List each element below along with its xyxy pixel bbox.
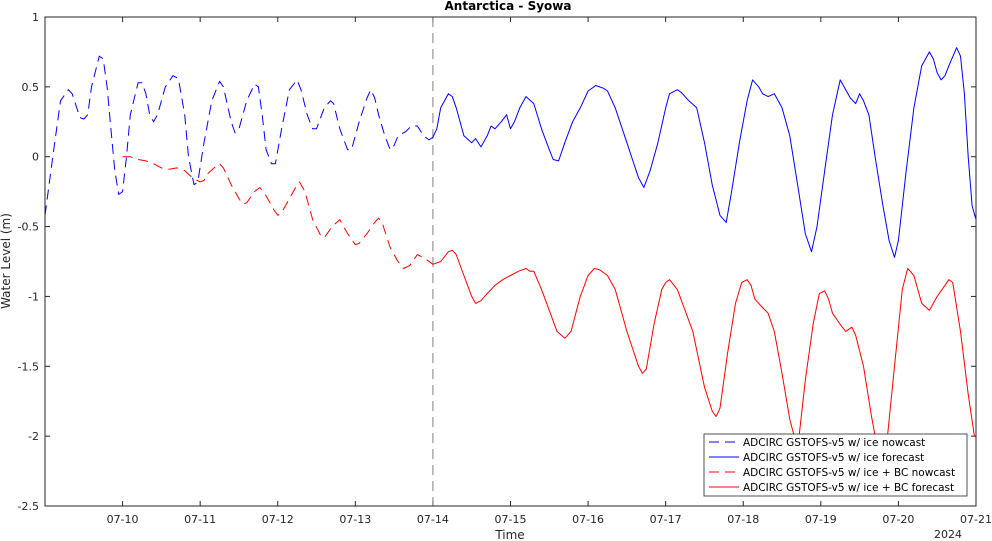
legend-label: ADCIRC GSTOFS-v5 w/ ice + BC nowcast <box>743 467 955 479</box>
series-line-2 <box>432 47 976 258</box>
y-tick-label: 0 <box>32 151 39 164</box>
x-tick-label: 07-14 <box>417 513 449 526</box>
year-label: 2024 <box>934 528 962 541</box>
legend-label: ADCIRC GSTOFS-v5 w/ ice + BC forecast <box>743 482 954 494</box>
x-tick-label: 07-18 <box>727 513 759 526</box>
x-tick-label: 07-19 <box>805 513 837 526</box>
y-tick-label: 1 <box>32 11 39 24</box>
y-tick-label: -0.5 <box>18 221 39 234</box>
x-tick-label: 07-15 <box>495 513 527 526</box>
y-tick-label: -1 <box>28 290 39 303</box>
x-axis: 07-10 07-11 07-12 07-13 07-14 07-15 07-16 07-17… <box>107 17 992 526</box>
plot-series <box>45 47 976 465</box>
x-tick-label: 07-20 <box>882 513 914 526</box>
y-tick-label: -2 <box>28 430 39 443</box>
x-tick-label: 07-16 <box>572 513 604 526</box>
y-tick-label: 0.5 <box>22 81 40 94</box>
legend-label: ADCIRC GSTOFS-v5 w/ ice forecast <box>743 452 924 464</box>
y-tick-label: -1.5 <box>18 360 39 373</box>
plot-area-frame <box>44 16 977 507</box>
x-axis-title: Time <box>494 528 524 541</box>
y-tick-label: -2.5 <box>18 500 39 513</box>
chart-title: Antarctica - Syowa <box>445 0 572 13</box>
legend-label: ADCIRC GSTOFS-v5 w/ ice nowcast <box>743 437 925 449</box>
series-line-4 <box>432 249 976 465</box>
x-tick-label: 07-10 <box>107 513 139 526</box>
y-axis-title: Water Level (m) <box>0 213 13 309</box>
x-tick-label: 07-21 <box>960 513 992 526</box>
x-tick-label: 07-13 <box>339 513 371 526</box>
x-tick-label: 07-12 <box>262 513 294 526</box>
x-tick-label: 07-11 <box>184 513 216 526</box>
legend: ADCIRC GSTOFS-v5 w/ ice nowcast ADCIRC GS… <box>703 433 968 497</box>
x-tick-label: 07-17 <box>650 513 682 526</box>
series-line-3 <box>122 156 434 269</box>
legend-box <box>703 433 968 497</box>
series-line-1 <box>45 55 434 216</box>
